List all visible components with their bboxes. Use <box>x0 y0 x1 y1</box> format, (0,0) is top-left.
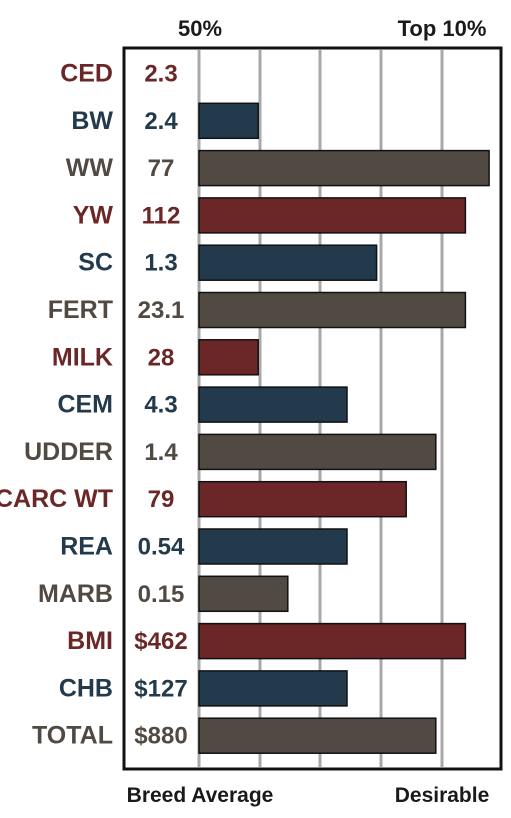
value-label-bw: 2.4 <box>144 108 178 135</box>
row-labels: CED 2.3 BW 2.4 WW 77 YW 112 SC 1.3 FERT 23.1 MILK 28 C… <box>0 60 188 750</box>
bar-milk <box>198 339 259 376</box>
trait-label-ced: CED <box>60 60 113 88</box>
bar-yw <box>198 197 467 234</box>
top-label-top-10-percent: Top 10% <box>398 16 487 41</box>
value-label-marb: 0.15 <box>138 581 185 608</box>
value-label-ced: 2.3 <box>144 61 177 88</box>
trait-label-carc-wt: CARC WT <box>0 485 113 513</box>
value-label-yw: 112 <box>142 202 181 229</box>
trait-label-ww: WW <box>66 154 114 182</box>
value-label-total: $880 <box>134 723 187 750</box>
trait-label-fert: FERT <box>48 296 113 324</box>
bar-rea <box>198 528 348 565</box>
trait-label-chb: CHB <box>59 674 113 702</box>
trait-label-total: TOTAL <box>32 722 113 750</box>
bar-marb <box>198 575 289 613</box>
bottom-label-breed-average: Breed Average <box>127 784 274 807</box>
value-label-chb: $127 <box>134 675 187 702</box>
bar-total <box>198 717 437 754</box>
plot-frame <box>122 46 503 771</box>
value-label-sc: 1.3 <box>144 250 177 277</box>
bar-fert <box>198 291 467 329</box>
value-label-udder: 1.4 <box>144 439 178 466</box>
bar-bmi <box>198 622 467 660</box>
trait-label-udder: UDDER <box>24 438 113 466</box>
value-label-cem: 4.3 <box>144 392 177 419</box>
top-label-50-percent: 50% <box>178 16 222 41</box>
bar-cem <box>198 386 348 423</box>
bar-chb <box>198 670 348 707</box>
trait-label-cem: CEM <box>57 391 113 419</box>
bar-carc-wt <box>198 480 407 518</box>
bar-udder <box>198 433 437 471</box>
value-label-rea: 0.54 <box>138 534 185 561</box>
trait-label-marb: MARB <box>38 580 113 608</box>
bar-bw <box>198 102 259 140</box>
trait-label-bw: BW <box>71 107 113 135</box>
value-label-bmi: $462 <box>134 628 187 655</box>
trait-label-yw: YW <box>73 201 114 229</box>
value-label-fert: 23.1 <box>138 297 185 324</box>
value-label-ww: 77 <box>148 155 175 182</box>
bars <box>198 102 490 754</box>
bar-sc <box>198 244 378 281</box>
trait-label-milk: MILK <box>52 343 113 371</box>
trait-label-sc: SC <box>78 249 113 277</box>
bar-ww <box>198 149 490 187</box>
value-label-milk: 28 <box>148 344 175 371</box>
trait-label-rea: REA <box>60 533 113 561</box>
bottom-label-desirable: Desirable <box>395 784 490 807</box>
value-label-carc-wt: 79 <box>148 486 175 513</box>
trait-label-bmi: BMI <box>67 627 113 655</box>
